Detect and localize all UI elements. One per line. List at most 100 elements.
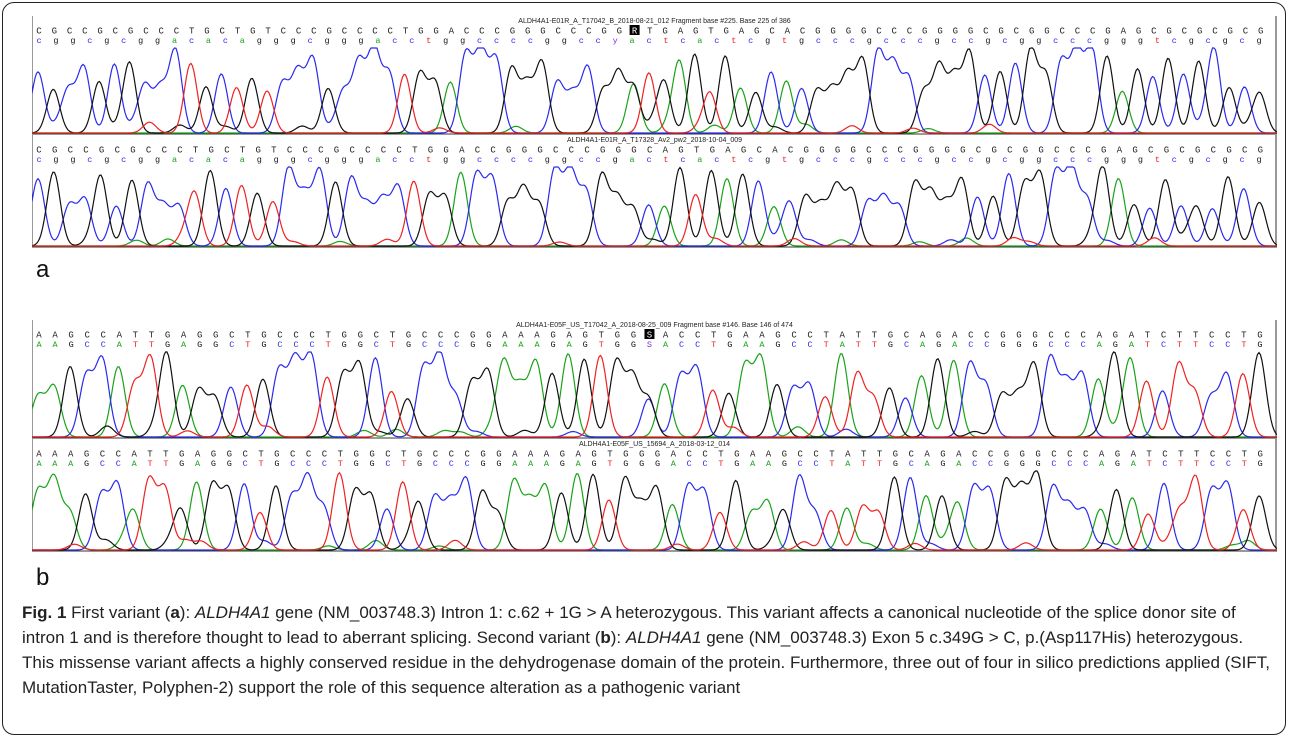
base-call-colored: G: [1113, 340, 1118, 350]
base-call-colored: C: [798, 459, 803, 469]
base-call-colored: T: [1241, 340, 1246, 350]
base-call: C: [702, 450, 708, 460]
base-call: C: [909, 450, 915, 460]
base-call: A: [743, 331, 749, 341]
base-call-colored: G: [727, 340, 732, 350]
base-call: A: [1097, 331, 1103, 341]
base-call-colored: T: [1194, 459, 1199, 469]
base-call: G: [179, 450, 184, 460]
base-call: G: [1020, 450, 1025, 460]
base-call-colored: T: [1178, 459, 1183, 469]
base-call-colored: A: [53, 340, 59, 350]
base-call-colored: G: [179, 459, 184, 469]
base-call: G: [782, 450, 787, 460]
base-call-colored: T: [877, 459, 882, 469]
base-call-colored: c: [223, 36, 228, 46]
base-call: G: [550, 331, 555, 341]
base-call: A: [576, 450, 582, 460]
base-call-colored: c: [850, 155, 855, 165]
base-call: A: [739, 27, 745, 37]
base-call-colored: G: [734, 459, 739, 469]
base-call: G: [197, 331, 202, 341]
base-call: G: [727, 331, 732, 341]
base-call: G: [678, 146, 683, 156]
base-call-colored: T: [1147, 459, 1152, 469]
base-call-colored: A: [576, 459, 582, 469]
base-call-colored: a: [697, 155, 702, 165]
base-call: G: [944, 146, 949, 156]
base-call-colored: c: [646, 36, 651, 46]
base-call-colored: c: [477, 155, 482, 165]
base-call-colored: c: [494, 36, 499, 46]
base-call-colored: A: [671, 459, 677, 469]
base-call-colored: G: [486, 340, 491, 350]
base-call-colored: A: [68, 459, 74, 469]
base-call-colored: t: [426, 155, 431, 165]
base-call-colored: g: [358, 36, 363, 46]
base-call: C: [791, 331, 797, 341]
base-call: C: [224, 146, 230, 156]
base-call-colored: c: [596, 36, 601, 46]
base-call: G: [428, 146, 433, 156]
base-call: G: [937, 27, 942, 37]
base-call: G: [213, 331, 218, 341]
base-call-colored: A: [925, 459, 931, 469]
base-call: G: [1038, 146, 1043, 156]
base-call: C: [296, 27, 302, 37]
trace-header: ALDH4A1-E01R_A_T17328_Av2_pw2_2018-10-04…: [567, 137, 742, 144]
base-call-colored: c: [714, 155, 719, 165]
base-call: C: [311, 27, 317, 37]
base-call: C: [907, 27, 913, 37]
base-call: G: [1197, 27, 1202, 37]
base-call: C: [1161, 331, 1167, 341]
base-call: G: [1164, 146, 1169, 156]
base-call: G: [486, 331, 491, 341]
base-call-colored: g: [799, 155, 804, 165]
base-call-colored: C: [422, 340, 427, 350]
base-call-colored: c: [596, 155, 601, 165]
trace-A-signal: [32, 352, 1277, 438]
base-call-colored: G: [227, 459, 232, 469]
base-call-colored: C: [322, 459, 327, 469]
base-call-colored: G: [1115, 459, 1120, 469]
base-call: T: [271, 146, 277, 156]
base-call: C: [449, 450, 455, 460]
base-call-colored: C: [1083, 459, 1088, 469]
base-call-colored: c: [494, 155, 499, 165]
base-call: C: [302, 146, 308, 156]
base-call: T: [708, 27, 714, 37]
base-call: A: [759, 331, 765, 341]
base-call-colored: c: [816, 155, 821, 165]
base-call-colored: c: [951, 36, 956, 46]
base-call-colored: g: [443, 36, 448, 46]
base-call: C: [158, 27, 164, 37]
base-call-colored: A: [1129, 340, 1135, 350]
base-call: C: [1242, 146, 1248, 156]
base-call: C: [372, 27, 378, 37]
base-call-colored: t: [1155, 36, 1160, 46]
base-call-colored: T: [163, 459, 168, 469]
base-call-colored: T: [607, 459, 612, 469]
base-call: C: [1212, 27, 1218, 37]
base-call-colored: c: [392, 36, 397, 46]
base-call-colored: G: [1257, 340, 1262, 350]
base-call: G: [334, 146, 339, 156]
base-call: C: [115, 146, 121, 156]
base-call: T: [1242, 450, 1248, 460]
base-call-colored: g: [358, 155, 363, 165]
base-call: A: [725, 146, 731, 156]
base-call: G: [819, 146, 824, 156]
base-call-colored: A: [36, 459, 42, 469]
base-call: C: [306, 450, 312, 460]
base-call: T: [403, 27, 409, 37]
base-call: C: [807, 331, 813, 341]
base-call: G: [1016, 331, 1021, 341]
base-call-colored: g: [53, 155, 58, 165]
base-call-colored: y: [613, 36, 618, 46]
base-call: T: [718, 450, 724, 460]
base-call-colored: c: [189, 155, 194, 165]
base-call-colored: A: [512, 459, 518, 469]
